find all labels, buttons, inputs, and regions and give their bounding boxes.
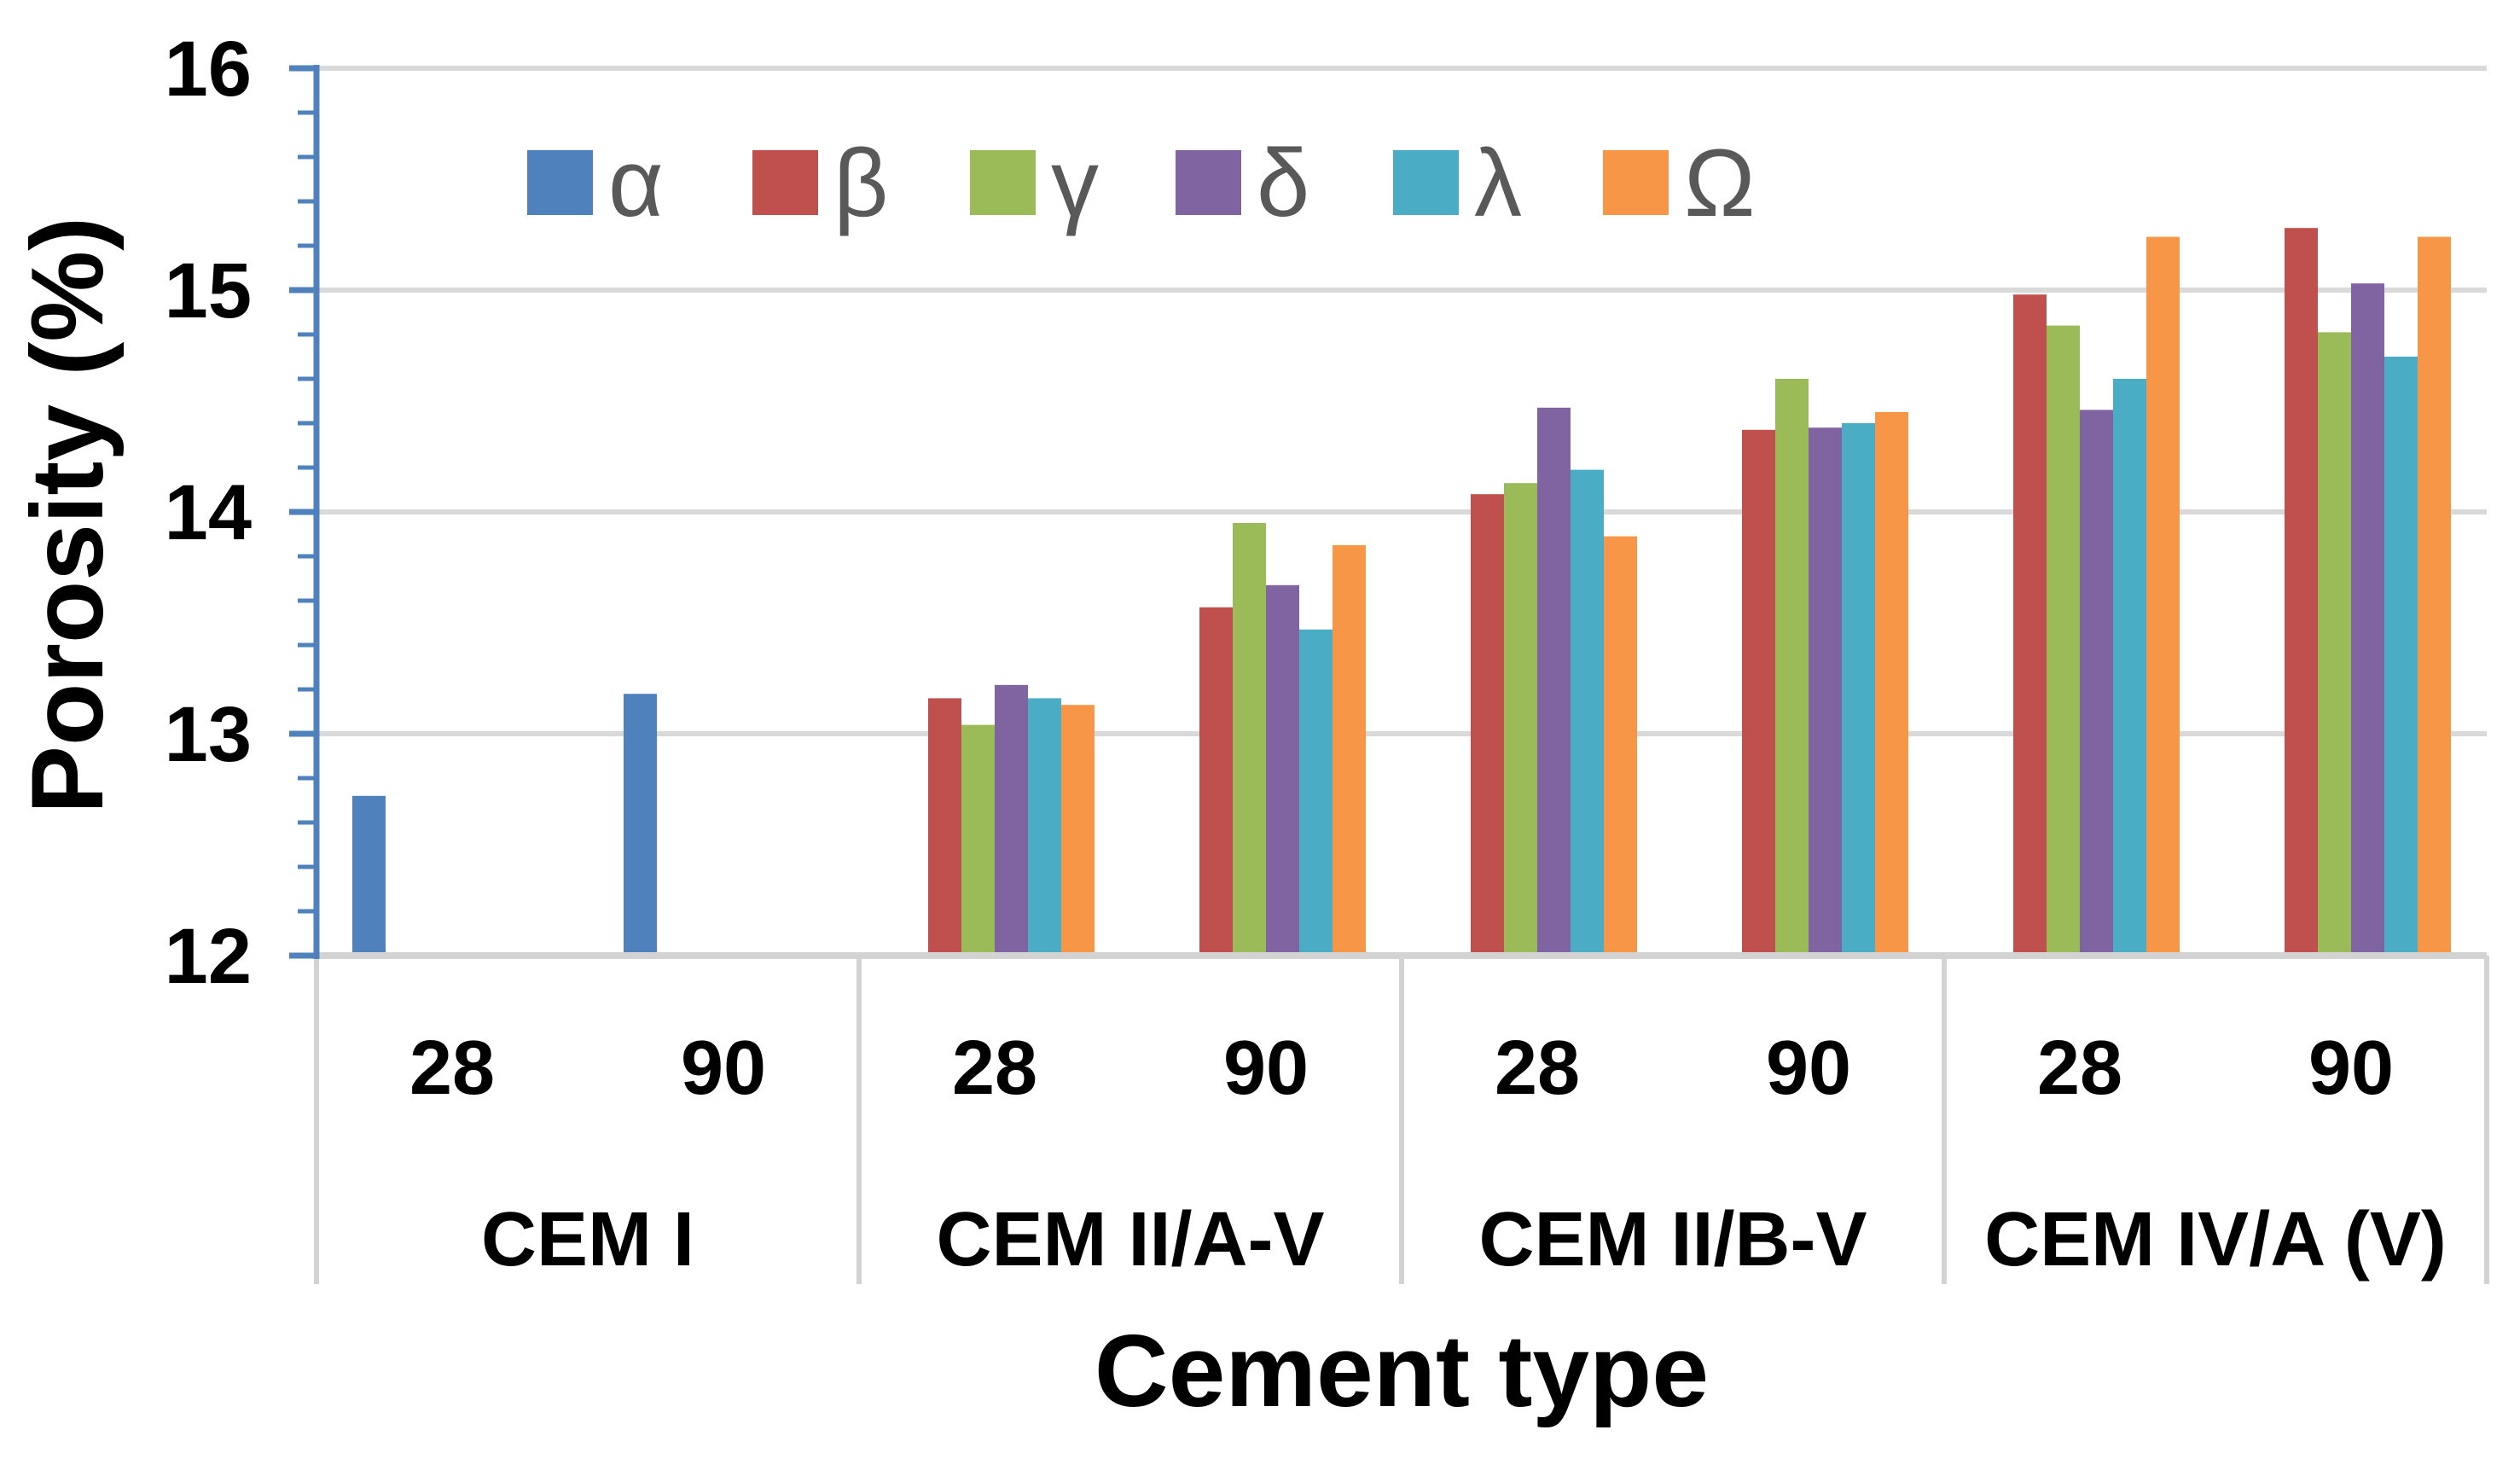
bar-λ-CEM II/A-V-28 bbox=[1028, 698, 1061, 956]
x-tick-label-days: 90 bbox=[1766, 1026, 1851, 1111]
x-group-label: CEM IV/A (V) bbox=[1984, 1197, 2447, 1282]
bar-δ-CEM II/A-V-28 bbox=[995, 684, 1028, 956]
bar-λ-CEM IV/A (V)-28 bbox=[2113, 379, 2146, 956]
bar-β-CEM II/B-V-28 bbox=[1471, 494, 1504, 956]
bar-β-CEM IV/A (V)-28 bbox=[2013, 294, 2047, 956]
bar-β-CEM II/B-V-90 bbox=[1742, 429, 1775, 956]
legend-entry: α bbox=[527, 130, 664, 236]
legend-label: λ bbox=[1474, 130, 1522, 236]
x-group-label: CEM I bbox=[481, 1197, 694, 1282]
legend-entry: λ bbox=[1393, 130, 1522, 236]
y-tick-label: 16 bbox=[165, 26, 252, 113]
y-tick-label: 14 bbox=[165, 469, 252, 556]
y-tick-label: 13 bbox=[165, 691, 252, 778]
bar-δ-CEM IV/A (V)-28 bbox=[2080, 410, 2113, 956]
legend-entry: Ω bbox=[1603, 130, 1756, 236]
x-tick-label-days: 90 bbox=[1223, 1026, 1309, 1111]
legend-label: Ω bbox=[1684, 130, 1756, 236]
bar-δ-CEM II/B-V-28 bbox=[1537, 407, 1571, 956]
x-tick-label-days: 28 bbox=[1495, 1026, 1580, 1111]
legend-entry: δ bbox=[1176, 130, 1309, 236]
bar-γ-CEM II/B-V-90 bbox=[1775, 379, 1809, 956]
bar-γ-CEM IV/A (V)-28 bbox=[2047, 325, 2080, 956]
x-tick-label-days: 90 bbox=[681, 1026, 766, 1111]
bar-β-CEM IV/A (V)-90 bbox=[2285, 228, 2318, 956]
bar-γ-CEM II/A-V-90 bbox=[1233, 523, 1266, 956]
y-tick-label: 15 bbox=[165, 247, 252, 334]
x-tick-label-days: 28 bbox=[409, 1026, 495, 1111]
bar-λ-CEM IV/A (V)-90 bbox=[2384, 357, 2418, 956]
legend-swatch bbox=[970, 150, 1036, 215]
axis-labels-layer: 16 15 14 13 12 28 90 CEM I 28 90 CEM II/A-V 28 90 CEM… bbox=[165, 26, 2447, 1282]
x-group-label: CEM II/A-V bbox=[936, 1197, 1324, 1282]
bar-γ-CEM IV/A (V)-90 bbox=[2318, 332, 2351, 956]
bar-γ-CEM II/A-V-28 bbox=[961, 724, 995, 956]
bar-Ω-CEM IV/A (V)-90 bbox=[2418, 236, 2451, 956]
legend-label: β bbox=[833, 130, 888, 236]
legend-label: α bbox=[608, 130, 664, 236]
bar-λ-CEM II/B-V-90 bbox=[1842, 423, 1875, 956]
axes-layer bbox=[289, 65, 2489, 1284]
bar-δ-CEM IV/A (V)-90 bbox=[2351, 283, 2384, 956]
bars-layer bbox=[352, 228, 2451, 956]
bar-λ-CEM II/A-V-90 bbox=[1299, 629, 1333, 956]
legend-swatch bbox=[752, 150, 818, 215]
y-tick-label: 12 bbox=[165, 913, 252, 1000]
x-tick-label-days: 90 bbox=[2308, 1026, 2394, 1111]
x-group-label: CEM II/B-V bbox=[1478, 1197, 1867, 1282]
bar-δ-CEM II/B-V-90 bbox=[1809, 427, 1842, 956]
bar-α-CEM I-90 bbox=[624, 694, 657, 956]
x-tick-label-days: 28 bbox=[952, 1026, 1037, 1111]
bar-γ-CEM II/B-V-28 bbox=[1504, 483, 1537, 956]
bar-β-CEM II/A-V-90 bbox=[1199, 607, 1233, 956]
bar-Ω-CEM IV/A (V)-28 bbox=[2146, 236, 2180, 956]
legend-entry: γ bbox=[970, 130, 1099, 236]
legend-swatch bbox=[1603, 150, 1669, 215]
bar-β-CEM II/A-V-28 bbox=[928, 698, 961, 956]
bar-Ω-CEM II/B-V-90 bbox=[1875, 412, 1908, 956]
bar-Ω-CEM II/A-V-28 bbox=[1061, 705, 1095, 956]
x-tick-label-days: 28 bbox=[2037, 1026, 2122, 1111]
bar-α-CEM I-28 bbox=[352, 795, 386, 956]
bar-Ω-CEM II/B-V-28 bbox=[1604, 536, 1637, 956]
bar-Ω-CEM II/A-V-90 bbox=[1333, 545, 1366, 956]
legend-label: δ bbox=[1257, 130, 1309, 236]
legend-label: γ bbox=[1051, 130, 1099, 236]
legend-entry: β bbox=[752, 130, 888, 236]
x-axis-title: Cement type bbox=[1095, 1314, 1709, 1428]
bar-δ-CEM II/A-V-90 bbox=[1266, 584, 1299, 956]
legend-swatch bbox=[1393, 150, 1459, 215]
legend-swatch bbox=[527, 150, 593, 215]
legend-swatch bbox=[1176, 150, 1241, 215]
bar-λ-CEM II/B-V-28 bbox=[1571, 469, 1604, 956]
y-axis-title: Porosity (%) bbox=[10, 217, 125, 814]
